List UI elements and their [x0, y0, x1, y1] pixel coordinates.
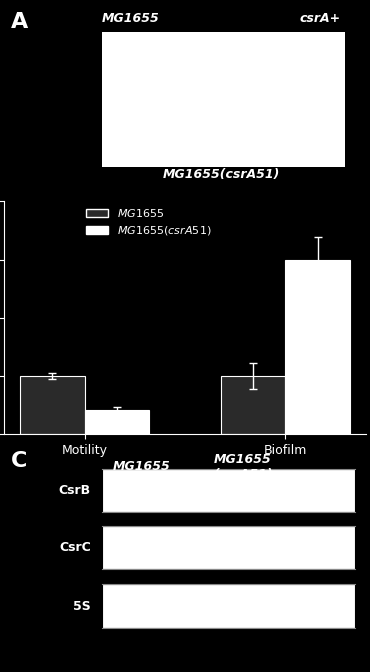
FancyBboxPatch shape: [102, 32, 344, 167]
Text: CsrB: CsrB: [58, 484, 91, 497]
Text: C: C: [11, 452, 27, 471]
Text: csrA+: csrA+: [300, 12, 341, 25]
FancyBboxPatch shape: [102, 526, 356, 569]
Legend: $\mathit{MG1655}$, $\mathit{MG1655(csrA51)}$: $\mathit{MG1655}$, $\mathit{MG1655(csrA5…: [82, 202, 216, 242]
Text: MG1655: MG1655: [112, 460, 170, 473]
Bar: [221, 376, 286, 434]
Text: MG1655
(csrA51): MG1655 (csrA51): [213, 454, 273, 481]
Text: A: A: [11, 12, 28, 32]
Bar: [286, 259, 350, 434]
FancyBboxPatch shape: [102, 585, 356, 628]
Text: MG1655: MG1655: [102, 12, 159, 25]
Text: 5S: 5S: [73, 600, 91, 613]
Bar: [84, 410, 149, 434]
Bar: [20, 376, 84, 434]
Text: CsrC: CsrC: [59, 541, 91, 554]
FancyBboxPatch shape: [102, 469, 356, 513]
Text: MG1655(csrA51): MG1655(csrA51): [162, 169, 280, 181]
